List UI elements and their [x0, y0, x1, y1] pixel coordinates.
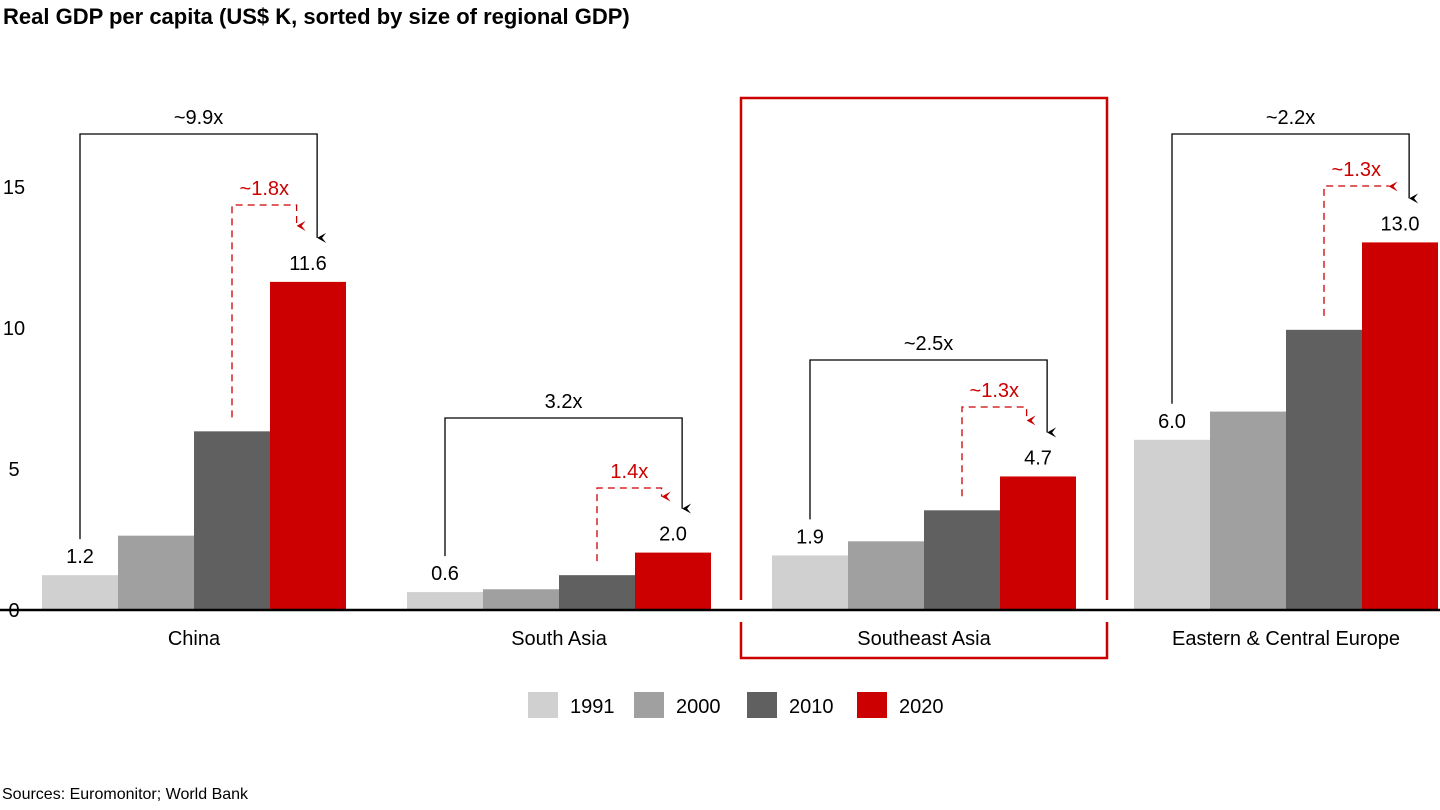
bar-2000-eastern-central-europe [1210, 411, 1286, 609]
growth-bracket-1991-2020 [79, 133, 327, 540]
highlight-box [739, 96, 1109, 600]
bar-1991-eastern-central-europe [1134, 439, 1210, 609]
data-label: 13.0 [1381, 213, 1420, 235]
legend-swatch-2020 [857, 692, 887, 718]
bar-2010-southeast-asia [924, 510, 1000, 609]
data-label: 1.2 [66, 546, 94, 568]
bar-2020-southeast-asia [1000, 476, 1076, 609]
y-tick-label: 10 [3, 318, 25, 340]
data-label: 11.6 [289, 253, 326, 275]
growth-bracket-2010-2020 [961, 406, 1036, 497]
legend-swatch-2000 [634, 692, 664, 718]
category-label: Eastern & Central Europe [1172, 628, 1400, 650]
growth-label-1991-2020: ~2.5x [904, 333, 953, 355]
y-tick-label: 5 [8, 459, 19, 481]
data-label: 0.6 [431, 563, 459, 585]
bar-2000-china [118, 535, 194, 609]
growth-bracket-1991-2020 [809, 359, 1057, 520]
growth-label-2010-2020: ~1.3x [970, 380, 1019, 402]
growth-bracket-2010-2020 [596, 487, 671, 562]
legend-label-2020: 2020 [899, 696, 944, 718]
legend-swatch-1991 [528, 692, 558, 718]
data-label: 2.0 [659, 524, 687, 546]
category-label: Southeast Asia [857, 628, 991, 650]
growth-bracket-1991-2020 [444, 417, 692, 557]
growth-label-1991-2020: ~2.2x [1266, 107, 1315, 129]
bar-2020-south-asia [635, 552, 711, 609]
category-label: South Asia [511, 628, 608, 650]
growth-label-2010-2020: 1.4x [610, 461, 648, 483]
growth-label-2010-2020: ~1.3x [1332, 159, 1381, 181]
category-label: China [168, 628, 221, 650]
bar-2020-eastern-central-europe [1362, 242, 1438, 609]
bar-1991-south-asia [407, 592, 483, 609]
bar-1991-china [42, 575, 118, 609]
legend-swatch-2010 [747, 692, 777, 718]
y-tick-label: 15 [3, 177, 25, 199]
data-label: 1.9 [796, 526, 824, 548]
growth-label-2010-2020: ~1.8x [240, 178, 289, 200]
highlight-label-box [739, 622, 1109, 660]
bar-2000-southeast-asia [848, 541, 924, 609]
growth-label-1991-2020: 3.2x [545, 391, 583, 413]
growth-bracket-1991-2020 [1171, 133, 1419, 404]
bar-1991-southeast-asia [772, 555, 848, 609]
data-label: 4.7 [1024, 447, 1052, 469]
chart-title: Real GDP per capita (US$ K, sorted by si… [3, 4, 630, 29]
bar-2000-south-asia [483, 589, 559, 609]
bar-2020-china [270, 281, 346, 609]
growth-bracket-2010-2020 [1323, 181, 1398, 316]
legend-label-1991: 1991 [570, 696, 615, 718]
bar-2010-south-asia [559, 575, 635, 609]
growth-label-1991-2020: ~9.9x [174, 107, 223, 129]
legend-label-2010: 2010 [789, 696, 834, 718]
source-note: Sources: Euromonitor; World Bank [2, 786, 249, 803]
data-label: 6.0 [1158, 411, 1186, 433]
bar-2010-china [194, 431, 270, 609]
legend-label-2000: 2000 [676, 696, 721, 718]
bar-2010-eastern-central-europe [1286, 329, 1362, 609]
growth-bracket-2010-2020 [231, 204, 306, 418]
